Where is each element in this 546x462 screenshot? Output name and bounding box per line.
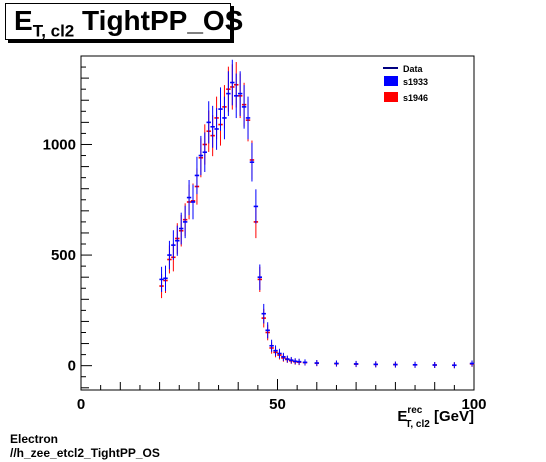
data-point-s1933 (253, 189, 259, 224)
data-point-s1933 (214, 108, 219, 150)
footer-histogram-path: //h_zee_etcl2_TightPP_OS (10, 446, 160, 460)
data-point-s1933 (432, 362, 437, 369)
data-point-s1933 (226, 71, 231, 116)
y-tick-label: 1000 (43, 136, 76, 153)
y-tick-label: 500 (51, 247, 76, 264)
legend-label-data: Data (403, 64, 424, 74)
data-point-s1933 (194, 156, 200, 195)
y-tick-label: 0 (68, 358, 76, 375)
data-point-s1933 (179, 212, 184, 245)
x-tick-label: 0 (77, 396, 85, 413)
data-point-s1933 (222, 96, 227, 140)
data-point-s1933 (393, 361, 398, 368)
data-point-s1933 (175, 225, 180, 256)
data-point-s1933 (277, 348, 282, 359)
data-point-s1933 (292, 358, 298, 365)
data-point-s1933 (202, 132, 207, 173)
title-box: ET, cl2 TightPP_OS (5, 3, 243, 41)
data-point-s1933 (257, 264, 263, 290)
data-point-s1933 (285, 355, 290, 363)
footer-category: Electron (10, 432, 59, 446)
data-point-s1933 (302, 359, 308, 366)
histogram-title: ET, cl2 TightPP_OS (14, 5, 244, 41)
data-point-s1933 (206, 101, 211, 144)
data-point-s1933 (234, 73, 239, 119)
data-point-s1933 (241, 85, 247, 129)
data-point-s1933 (190, 184, 196, 220)
data-point-s1933 (261, 303, 266, 324)
legend-label-s1946: s1946 (403, 93, 428, 103)
data-point-s1933 (269, 339, 274, 352)
data-point-s1933 (373, 361, 378, 368)
data-point-s1933 (237, 71, 243, 116)
data-point-s1933 (452, 362, 457, 369)
data-point-s1933 (289, 356, 294, 364)
plot-frame (80, 55, 475, 391)
data-point-s1933 (159, 266, 164, 292)
data-point-s1933 (412, 361, 418, 368)
series-s1933 (159, 59, 475, 369)
data-point-s1933 (163, 265, 168, 291)
legend-s1933-box-icon (384, 76, 398, 86)
data-point-s1933 (314, 360, 319, 367)
data-point-s1933 (218, 87, 223, 131)
data-point-s1933 (296, 358, 302, 365)
data-point-s1933 (171, 230, 176, 260)
data-point-s1933 (186, 180, 192, 216)
data-point-s1933 (198, 135, 204, 176)
data-point-s1933 (353, 360, 359, 367)
legend-label-s1933: s1933 (403, 77, 428, 87)
data-point-s1933 (210, 105, 215, 148)
data-marks (159, 59, 475, 369)
data-point-s1933 (469, 360, 475, 367)
data-point-s1933 (265, 322, 270, 339)
data-point-s1933 (230, 59, 235, 106)
legend-s1946-box-icon (384, 92, 398, 102)
data-point-s1933 (182, 205, 188, 239)
x-axis-label: Erec T, cl2 [GeV] (397, 405, 474, 430)
data-point-s1933 (245, 96, 251, 140)
data-point-s1933 (281, 352, 286, 361)
x-tick-label: 100 (461, 396, 486, 413)
data-point-s1933 (334, 360, 339, 367)
x-tick-label: 50 (269, 396, 286, 413)
data-point-s1933 (273, 345, 278, 356)
data-point-s1933 (167, 240, 172, 270)
series-s1946 (159, 62, 475, 369)
legend: Data s1933 s1946 (383, 64, 428, 103)
data-point-s1933 (249, 142, 255, 182)
